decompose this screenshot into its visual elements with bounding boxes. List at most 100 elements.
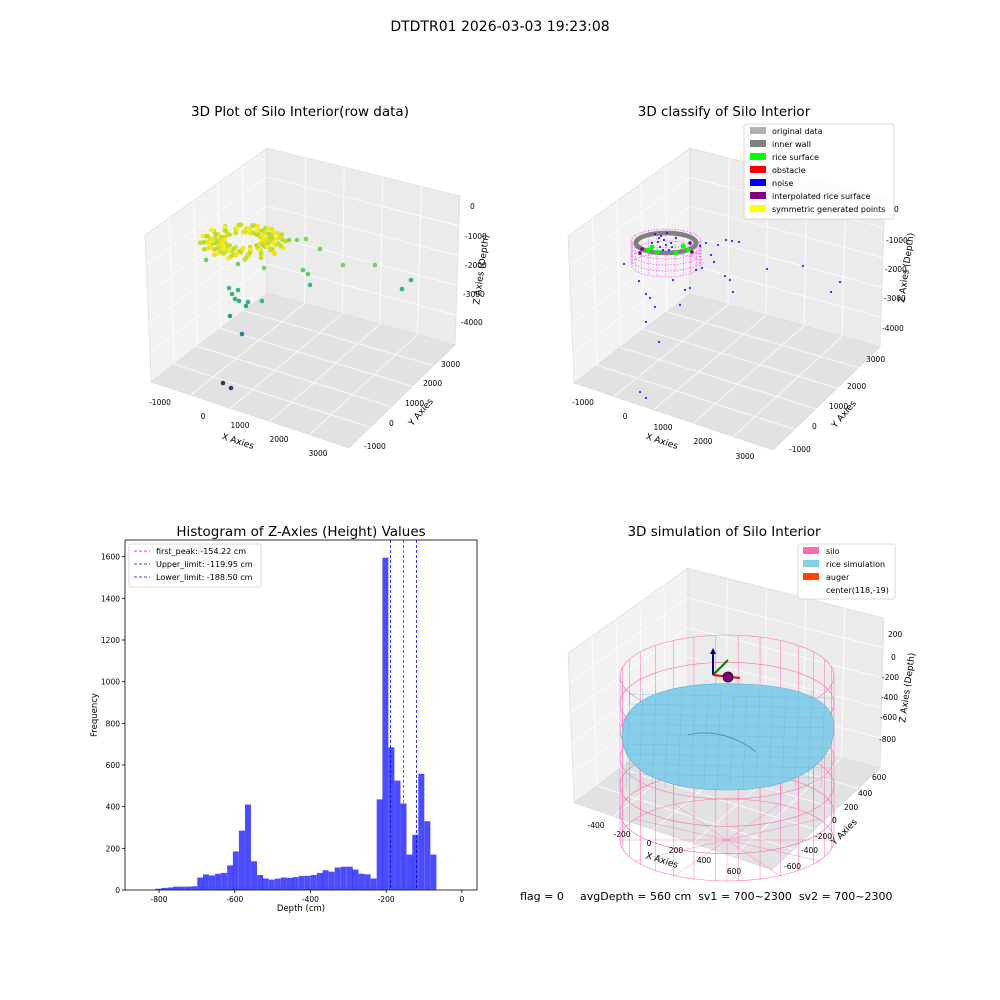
raw-points (198, 222, 414, 391)
legend-label: rice simulation (826, 560, 885, 569)
histogram-bar (340, 866, 347, 890)
x-tick-label: -200 (378, 895, 395, 904)
x-tick: 0 (201, 412, 206, 421)
noise-point (713, 261, 715, 263)
noise-point (623, 263, 625, 265)
noise-point (705, 242, 707, 244)
rice-surface-point (680, 243, 686, 249)
histogram-bar (394, 780, 401, 891)
data-point (203, 257, 209, 263)
histogram-bar (280, 877, 287, 890)
grid-line (266, 205, 459, 256)
surface-mesh-line (664, 689, 670, 789)
raw-data-title: 3D Plot of Silo Interior(row data) (191, 104, 409, 120)
surface-mesh-line (781, 689, 787, 789)
data-point (260, 242, 265, 247)
histogram-bar (298, 875, 305, 890)
y-tick: 600 (872, 773, 887, 782)
simulation-zlabel: Z Axies (Depth) (898, 652, 918, 723)
data-point (408, 277, 414, 283)
grid-line (620, 347, 816, 410)
histogram-plot: Histogram of Z-Axies (Height) Values -80… (90, 524, 478, 914)
histogram-bar (346, 866, 353, 890)
surface-mesh-line (627, 743, 831, 749)
legend-swatch (750, 205, 766, 212)
data-point (235, 287, 241, 293)
noise-point (724, 275, 726, 277)
simulation-legend: silo rice simulation auger center(118,-19) (797, 543, 896, 600)
rice-surface-point (645, 247, 651, 253)
noise-point (665, 244, 667, 246)
histogram-bar (292, 877, 299, 890)
grid-line (269, 323, 381, 422)
grid-line (643, 329, 838, 389)
classify-plot: 3D classify of Silo Interior -1000 0 100… (567, 104, 917, 461)
noise-point (732, 291, 734, 293)
y-tick: 0 (832, 816, 837, 825)
data-point (241, 229, 247, 235)
silo-floor-spoke (726, 839, 781, 877)
simulation-z-ticks: 200 0 -200 -400 -600 -800 (879, 630, 903, 744)
legend-label: inner wall (772, 140, 811, 149)
silo-floor-spoke (726, 803, 781, 841)
surface-mesh-line (627, 693, 831, 699)
surface-mesh-line (703, 689, 709, 789)
y-tick-label: 1600 (101, 553, 120, 562)
legend-label: Lower_limit: -188.50 cm (156, 573, 253, 582)
histogram-bar (244, 804, 251, 890)
noise-point (649, 297, 651, 299)
noise-point (658, 341, 660, 343)
grid-line (341, 167, 345, 314)
histogram-bar (364, 874, 371, 891)
histogram-bar (430, 854, 437, 890)
classify-legend: original data inner wall rice surface obsta… (743, 123, 895, 220)
grid-line (596, 785, 794, 850)
legend-label: first_peak: -154.22 cm (156, 547, 246, 556)
legend-swatch (750, 166, 766, 173)
histogram-bar (209, 875, 216, 890)
histogram-reference-lines (390, 540, 417, 890)
noise-point (729, 279, 731, 281)
histogram-bar (202, 874, 209, 891)
y-tick: -1000 (364, 442, 386, 451)
surface-mesh-line (627, 703, 831, 709)
noise-point (638, 280, 640, 282)
data-point (219, 238, 224, 243)
grid-line (591, 635, 598, 786)
grid-line (616, 200, 621, 348)
data-point (218, 235, 224, 240)
legend-entries: first_peak: -154.22 cm Upper_limit: -119.… (134, 547, 253, 582)
grid-line (242, 165, 245, 311)
histogram-bar (227, 865, 234, 890)
data-point (272, 230, 277, 235)
histogram-bar (316, 872, 323, 890)
y-tick-label: 1200 (101, 636, 120, 645)
data-point (227, 243, 232, 248)
histogram-bar (251, 861, 258, 890)
histogram-bar (334, 867, 341, 890)
noise-point (725, 239, 727, 241)
histogram-legend: first_peak: -154.22 cm Upper_limit: -119.… (128, 543, 262, 588)
noise-point (666, 232, 668, 234)
x-tick: 0 (623, 412, 628, 421)
legend-swatch (803, 547, 819, 554)
surface-mesh-line (755, 689, 761, 789)
y-tick-label: 1000 (101, 678, 120, 687)
data-point (233, 253, 238, 258)
histogram-bar (232, 851, 239, 890)
noise-point (738, 241, 740, 243)
data-point (260, 228, 265, 233)
simulation-x-ticks: -400 -200 0 200 400 600 (587, 821, 741, 876)
grid-line (666, 311, 859, 368)
z-tick: 0 (891, 653, 896, 662)
data-point (265, 240, 270, 246)
y-tick: 1000 (829, 402, 848, 411)
z-tick: -600 (880, 713, 897, 722)
grid-line (687, 597, 884, 649)
data-point (236, 298, 242, 304)
data-point (269, 246, 275, 252)
histogram-bar (238, 830, 245, 891)
grid-line (417, 186, 422, 335)
z-tick: -400 (881, 693, 898, 702)
data-point (276, 231, 281, 236)
